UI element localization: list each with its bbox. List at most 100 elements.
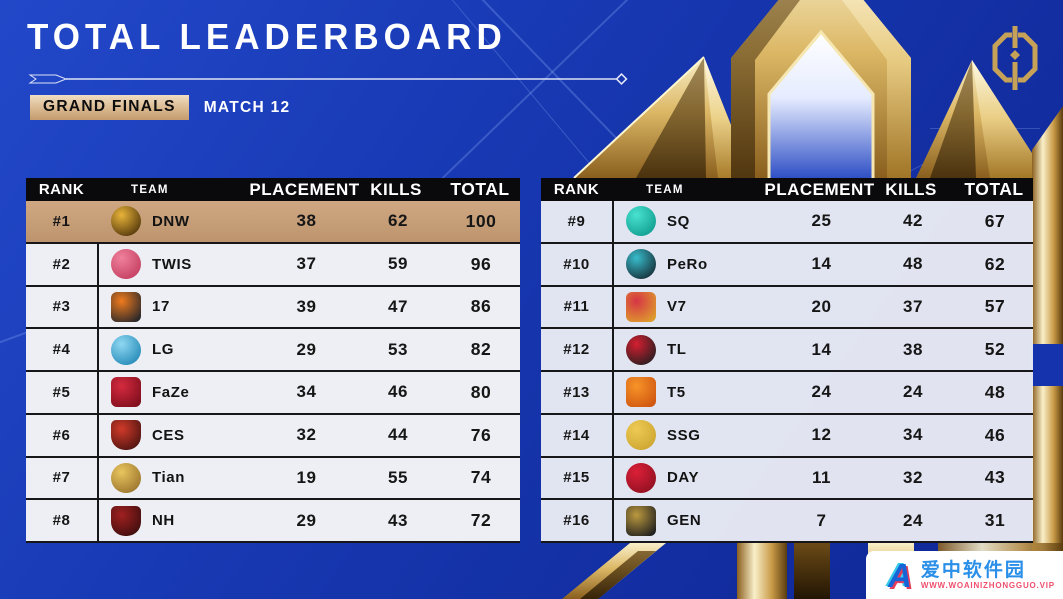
leaderboard-row: #12 TL 14 38 52: [541, 327, 1033, 370]
t5-logo: [626, 377, 656, 408]
placement-value: 39: [296, 296, 317, 316]
total-value: 96: [470, 253, 492, 274]
kills-value: 62: [388, 211, 408, 231]
leaderboard-row: #9 SQ 25 42 67: [541, 201, 1033, 242]
day-logo: [626, 462, 656, 493]
leaderboard-row: #11 V7 20 37 57: [541, 284, 1033, 328]
rank-cell: #4: [26, 329, 99, 370]
placement-value: 14: [811, 254, 832, 274]
rank-cell: #14: [541, 414, 614, 456]
total-value: 80: [470, 381, 492, 402]
page-title: TOTAL LEADERBOARD: [27, 17, 507, 58]
team-name: NH: [152, 512, 175, 530]
kills-value: 47: [388, 296, 408, 316]
team-cell: PeRo: [614, 244, 774, 285]
dnw-logo: [111, 206, 141, 237]
twis-logo: [111, 249, 141, 280]
placement-value: 12: [811, 425, 832, 445]
watermark-site-url: WWW.WOAINIZHONGGUO.VIP: [920, 581, 1055, 591]
rank-cell: #3: [26, 286, 99, 328]
team-cell: NH: [99, 500, 259, 541]
rank-cell: #1: [52, 212, 71, 230]
leaderboard-row: #15 DAY 11 32 43: [541, 455, 1033, 499]
column-header-total: TOTAL: [450, 179, 510, 199]
team-cell: 17: [99, 287, 259, 328]
leaderboard-row: #13 T5 24 24 48: [541, 370, 1033, 413]
team-name: 17: [152, 298, 170, 316]
team-name: SSG: [667, 426, 701, 444]
total-value: 100: [465, 210, 497, 231]
rank-cell: #12: [541, 329, 614, 370]
total-value: 72: [470, 510, 492, 531]
kills-value: 34: [903, 425, 923, 445]
placement-value: 38: [296, 211, 317, 231]
total-value: 82: [470, 339, 492, 360]
ssg-logo: [626, 420, 656, 451]
rank-cell: #15: [541, 457, 614, 499]
total-value: 86: [470, 296, 492, 317]
team-name: CES: [152, 426, 185, 444]
column-header-placement: PLACEMENT: [764, 179, 875, 199]
kills-value: 37: [903, 296, 923, 316]
placement-value: 29: [296, 339, 317, 359]
team-name: DAY: [667, 469, 700, 487]
match-label: MATCH 12: [203, 98, 291, 116]
kills-value: 24: [903, 510, 923, 530]
column-header-placement: PLACEMENT: [249, 179, 360, 199]
stage-info: GRAND FINALS MATCH 12: [30, 95, 290, 120]
leaderboard-row: #1 DNW 38 62 100: [26, 201, 520, 242]
17gaming-logo: [111, 291, 141, 322]
total-value: 76: [470, 424, 492, 445]
placement-value: 37: [296, 254, 317, 274]
team-cell: V7: [614, 287, 774, 328]
leaderboard-row: #8 NH 29 43 72: [26, 498, 520, 541]
sq-logo: [626, 206, 656, 237]
placement-value: 7: [816, 510, 827, 530]
pero-logo: [626, 249, 656, 280]
table-header: RANK TEAM PLACEMENT KILLS TOTAL: [26, 178, 520, 201]
column-header-team: TEAM: [646, 183, 684, 196]
team-name: TWIS: [152, 255, 192, 273]
stage-badge: GRAND FINALS: [30, 95, 189, 120]
team-name: FaZe: [152, 383, 190, 401]
total-value: 67: [984, 210, 1006, 231]
team-name: LG: [152, 341, 175, 359]
team-name: GEN: [667, 512, 702, 530]
team-cell: TWIS: [99, 244, 259, 285]
total-value: 31: [984, 510, 1006, 531]
leaderboard-row: #5 FaZe 34 46 80: [26, 370, 520, 413]
rank-cell: #11: [541, 286, 614, 328]
placement-value: 24: [811, 382, 832, 402]
placement-value: 25: [811, 211, 832, 231]
team-cell: FaZe: [99, 372, 259, 413]
team-name: TL: [667, 341, 687, 359]
leaderboard-row: #10 PeRo 14 48 62: [541, 241, 1033, 285]
leaderboard-row: #14 SSG 12 34 46: [541, 412, 1033, 456]
nh-logo: [111, 505, 141, 536]
team-name: PeRo: [667, 255, 708, 273]
team-cell: T5: [614, 372, 774, 413]
kills-value: 48: [903, 254, 923, 274]
leaderboard-row: #3 17 39 47 86: [26, 284, 520, 328]
table-header: RANK TEAM PLACEMENT KILLS TOTAL: [541, 178, 1033, 201]
rank-cell: #6: [26, 414, 99, 456]
column-header-rank: RANK: [553, 181, 600, 198]
total-value: 43: [984, 467, 1006, 488]
placement-value: 34: [296, 382, 317, 402]
leaderboard-table-left: RANK TEAM PLACEMENT KILLS TOTAL #1 DNW 38 62 100…: [26, 178, 520, 543]
kills-value: 53: [388, 339, 408, 359]
tianba-logo: [111, 462, 141, 493]
rank-cell: #8: [26, 500, 99, 541]
table-body: #1 DNW 38 62 100 #2 TWIS 37 59 96 #3 17 39 47 86 #4 LG 29…: [26, 201, 520, 543]
kills-value: 42: [903, 211, 923, 231]
team-cell: DAY: [614, 458, 774, 499]
column-header-team: TEAM: [131, 183, 169, 196]
team-name: Tian: [152, 469, 185, 487]
kills-value: 32: [903, 467, 923, 487]
rank-cell: #2: [26, 243, 99, 285]
team-name: T5: [667, 383, 686, 401]
total-value: 52: [984, 339, 1006, 360]
watermark-site-name: 爱中软件园: [920, 559, 1026, 581]
team-name: SQ: [667, 212, 690, 230]
team-cell: LG: [99, 329, 259, 370]
